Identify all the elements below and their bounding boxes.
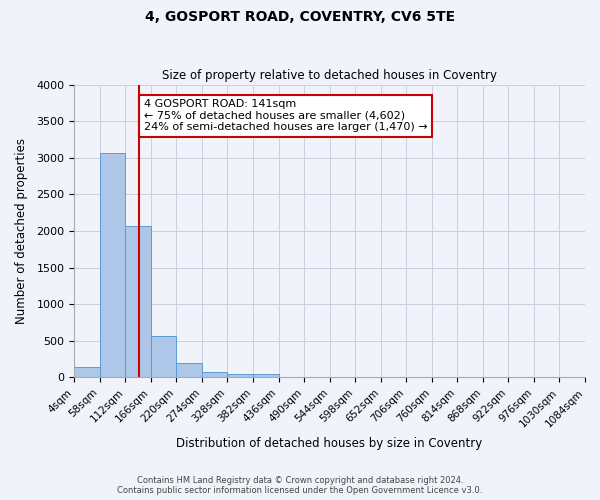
Bar xyxy=(100,152,125,378)
Bar xyxy=(253,374,278,378)
Text: Contains HM Land Registry data © Crown copyright and database right 2024.
Contai: Contains HM Land Registry data © Crown c… xyxy=(118,476,482,495)
Bar xyxy=(151,336,176,378)
Bar xyxy=(74,366,100,378)
Bar xyxy=(202,372,227,378)
Text: 4 GOSPORT ROAD: 141sqm
← 75% of detached houses are smaller (4,602)
24% of semi-: 4 GOSPORT ROAD: 141sqm ← 75% of detached… xyxy=(144,99,427,132)
Bar xyxy=(227,374,253,378)
Bar xyxy=(176,363,202,378)
X-axis label: Distribution of detached houses by size in Coventry: Distribution of detached houses by size … xyxy=(176,437,483,450)
Text: 4, GOSPORT ROAD, COVENTRY, CV6 5TE: 4, GOSPORT ROAD, COVENTRY, CV6 5TE xyxy=(145,10,455,24)
Bar xyxy=(125,226,151,378)
Title: Size of property relative to detached houses in Coventry: Size of property relative to detached ho… xyxy=(162,69,497,82)
Y-axis label: Number of detached properties: Number of detached properties xyxy=(15,138,28,324)
